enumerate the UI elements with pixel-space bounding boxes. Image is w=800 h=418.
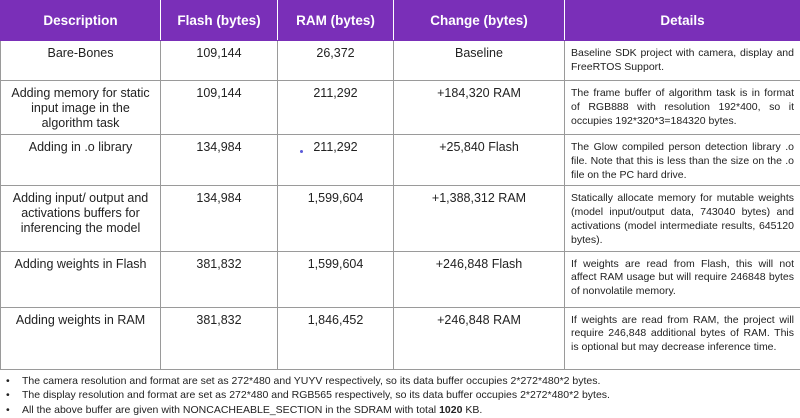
header-ram: RAM (bytes) <box>278 1 394 41</box>
cell-ram: 211,292 <box>278 81 394 135</box>
cell-details: The Glow compiled person detection libra… <box>565 135 800 186</box>
memory-usage-table: Description Flash (bytes) RAM (bytes) Ch… <box>0 0 800 370</box>
cell-change: +246,848 RAM <box>394 307 565 369</box>
table-row: Adding input/ output and activations buf… <box>1 186 800 251</box>
footnote-item: • The display resolution and format are … <box>6 388 800 403</box>
footnote-text: The camera resolution and format are set… <box>22 374 600 389</box>
cell-flash: 134,984 <box>161 186 278 251</box>
header-change: Change (bytes) <box>394 1 565 41</box>
cell-details: Statically allocate memory for mutable w… <box>565 186 800 251</box>
cell-description: Adding memory for static input image in … <box>1 81 161 135</box>
bullet-icon: • <box>6 388 22 403</box>
cell-description: Adding input/ output and activations buf… <box>1 186 161 251</box>
table-row: Bare-Bones 109,144 26,372 Baseline Basel… <box>1 41 800 81</box>
cell-description: Adding weights in Flash <box>1 251 161 307</box>
cell-description: Adding weights in RAM <box>1 307 161 369</box>
cell-ram: 211,292 <box>278 135 394 186</box>
header-flash: Flash (bytes) <box>161 1 278 41</box>
table-row: Adding in .o library 134,984 211,292 +25… <box>1 135 800 186</box>
cell-description: Adding in .o library <box>1 135 161 186</box>
cell-description: Bare-Bones <box>1 41 161 81</box>
table-row: Adding memory for static input image in … <box>1 81 800 135</box>
cell-flash: 109,144 <box>161 41 278 81</box>
footnote-text: The display resolution and format are se… <box>22 388 610 403</box>
footnote-text-main: All the above buffer are given with NONC… <box>22 404 439 416</box>
cell-flash: 381,832 <box>161 251 278 307</box>
header-row: Description Flash (bytes) RAM (bytes) Ch… <box>1 1 800 41</box>
footnote-total-value: 1020 <box>439 404 462 416</box>
header-details: Details <box>565 1 800 41</box>
cell-change: +246,848 Flash <box>394 251 565 307</box>
cell-ram: 1,599,604 <box>278 251 394 307</box>
stray-dot-mark <box>300 150 303 153</box>
header-description: Description <box>1 1 161 41</box>
cell-change: +25,840 Flash <box>394 135 565 186</box>
footnote-item: • The camera resolution and format are s… <box>6 374 800 389</box>
cell-change: +1,388,312 RAM <box>394 186 565 251</box>
cell-details: If weights are read from RAM, the projec… <box>565 307 800 369</box>
bullet-icon: • <box>6 374 22 389</box>
cell-details: Baseline SDK project with camera, displa… <box>565 41 800 81</box>
cell-flash: 109,144 <box>161 81 278 135</box>
footnote-unit: KB. <box>462 404 482 416</box>
cell-ram: 1,599,604 <box>278 186 394 251</box>
cell-ram: 26,372 <box>278 41 394 81</box>
cell-change: Baseline <box>394 41 565 81</box>
footnotes: • The camera resolution and format are s… <box>0 374 800 418</box>
cell-flash: 381,832 <box>161 307 278 369</box>
cell-details: The frame buffer of algorithm task is in… <box>565 81 800 135</box>
cell-ram: 1,846,452 <box>278 307 394 369</box>
cell-change: +184,320 RAM <box>394 81 565 135</box>
cell-flash: 134,984 <box>161 135 278 186</box>
table-row: Adding weights in Flash 381,832 1,599,60… <box>1 251 800 307</box>
table-row: Adding weights in RAM 381,832 1,846,452 … <box>1 307 800 369</box>
cell-details: If weights are read from Flash, this wil… <box>565 251 800 307</box>
